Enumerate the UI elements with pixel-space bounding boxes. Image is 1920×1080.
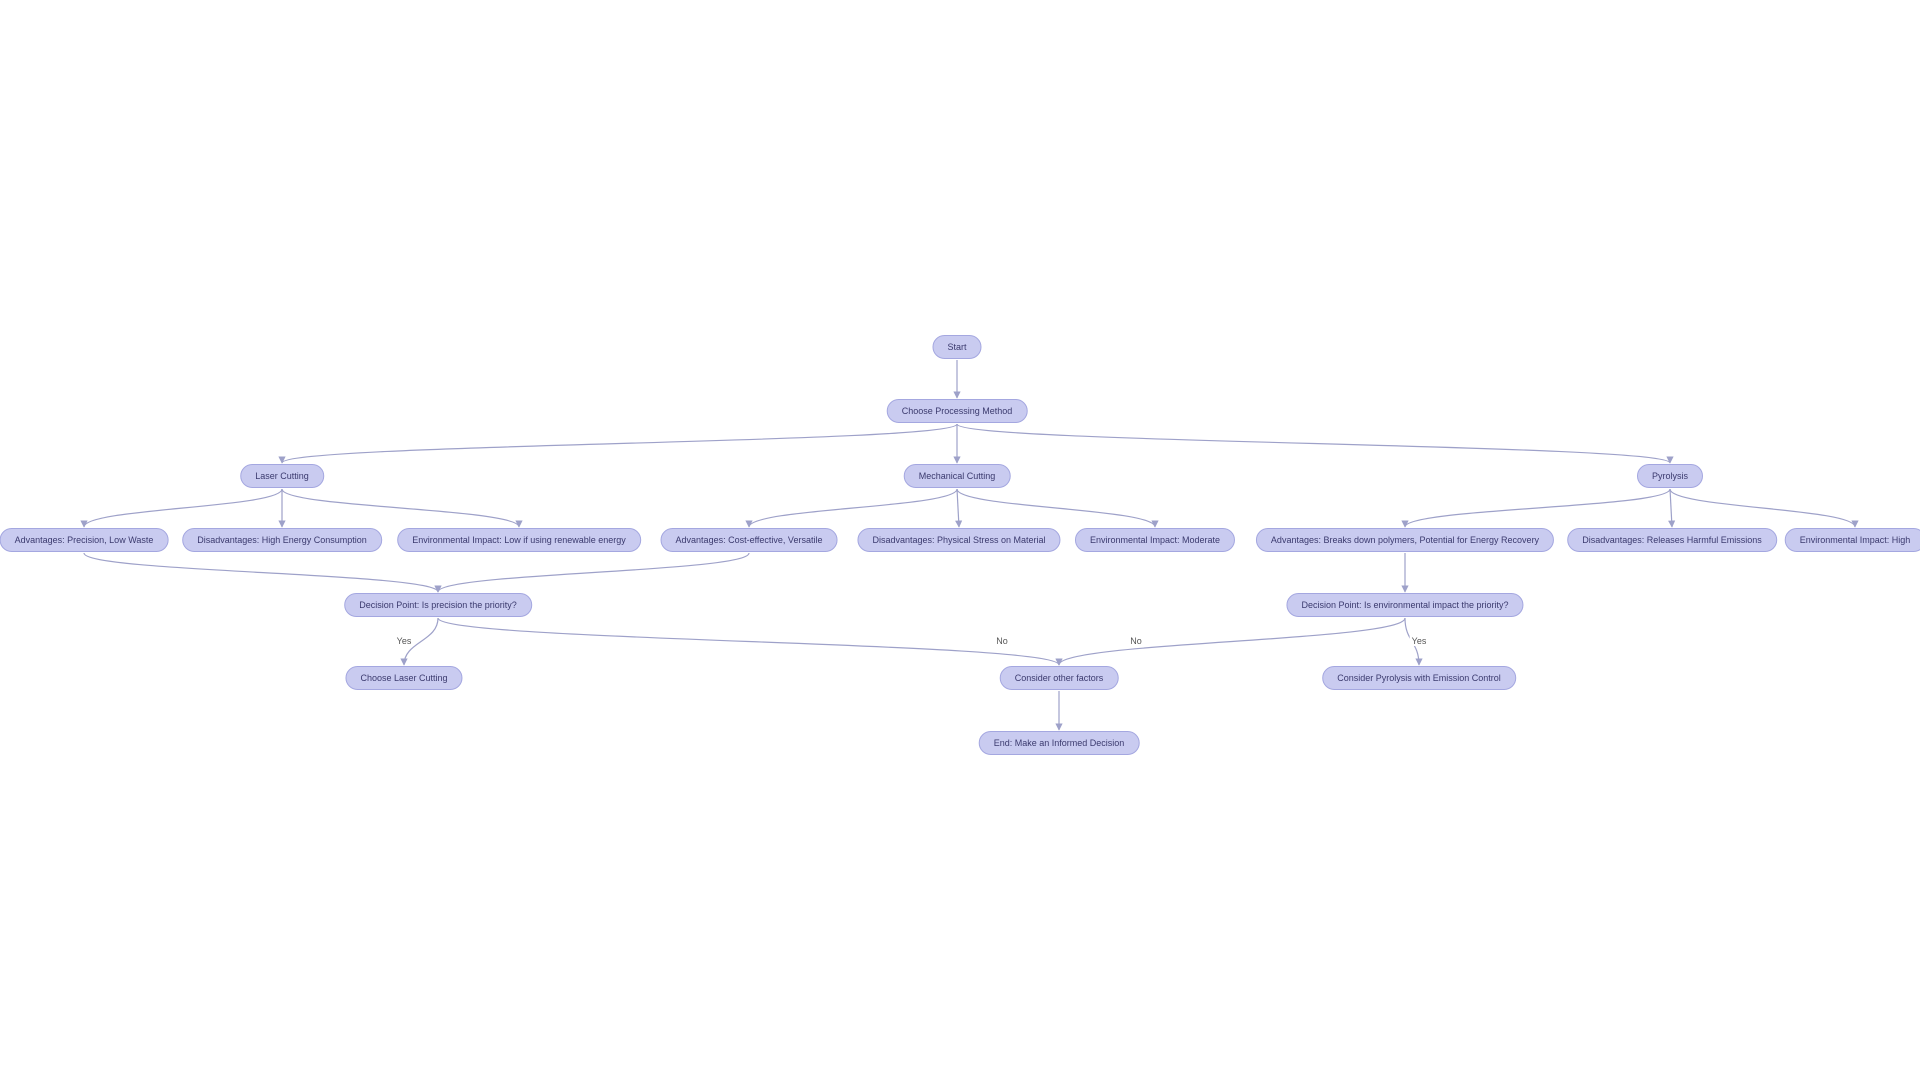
- node-pyro: Pyrolysis: [1637, 464, 1703, 488]
- edge-pyro-p_adv: [1405, 489, 1670, 527]
- edge-choose-laser: [282, 424, 957, 463]
- node-ch_pyro: Consider Pyrolysis with Emission Control: [1322, 666, 1516, 690]
- node-end: End: Make an Informed Decision: [979, 731, 1140, 755]
- node-m_env: Environmental Impact: Moderate: [1075, 528, 1235, 552]
- node-dec_prec: Decision Point: Is precision the priorit…: [344, 593, 532, 617]
- node-m_dis: Disadvantages: Physical Stress on Materi…: [857, 528, 1060, 552]
- node-l_env: Environmental Impact: Low if using renew…: [397, 528, 641, 552]
- node-p_adv: Advantages: Breaks down polymers, Potent…: [1256, 528, 1554, 552]
- edge-label-dec_env-ch_pyro: Yes: [1410, 636, 1429, 646]
- edge-label-dec_prec-ch_laser: Yes: [395, 636, 414, 646]
- edge-mech-m_adv: [749, 489, 957, 527]
- edge-choose-pyro: [957, 424, 1670, 463]
- node-l_dis: Disadvantages: High Energy Consumption: [182, 528, 382, 552]
- edge-label-dec_prec-consider: No: [994, 636, 1010, 646]
- edge-l_adv-dec_prec: [84, 553, 438, 592]
- edge-label-dec_env-consider: No: [1128, 636, 1144, 646]
- edge-laser-l_env: [282, 489, 519, 527]
- edge-mech-m_env: [957, 489, 1155, 527]
- edge-dec_prec-consider: [438, 618, 1059, 665]
- node-start: Start: [932, 335, 981, 359]
- edge-m_adv-dec_prec: [438, 553, 749, 592]
- edge-pyro-p_env: [1670, 489, 1855, 527]
- node-laser: Laser Cutting: [240, 464, 324, 488]
- edge-laser-l_adv: [84, 489, 282, 527]
- edge-dec_env-consider: [1059, 618, 1405, 665]
- node-p_env: Environmental Impact: High: [1785, 528, 1920, 552]
- node-consider: Consider other factors: [1000, 666, 1119, 690]
- edge-mech-m_dis: [957, 489, 959, 527]
- node-dec_env: Decision Point: Is environmental impact …: [1286, 593, 1523, 617]
- node-ch_laser: Choose Laser Cutting: [345, 666, 462, 690]
- node-l_adv: Advantages: Precision, Low Waste: [0, 528, 168, 552]
- edge-pyro-p_dis: [1670, 489, 1672, 527]
- node-m_adv: Advantages: Cost-effective, Versatile: [661, 528, 838, 552]
- node-mech: Mechanical Cutting: [904, 464, 1011, 488]
- node-p_dis: Disadvantages: Releases Harmful Emission…: [1567, 528, 1777, 552]
- node-choose: Choose Processing Method: [887, 399, 1028, 423]
- flowchart-diagram: Start Choose Processing Method Laser Cutti…: [0, 0, 1920, 1080]
